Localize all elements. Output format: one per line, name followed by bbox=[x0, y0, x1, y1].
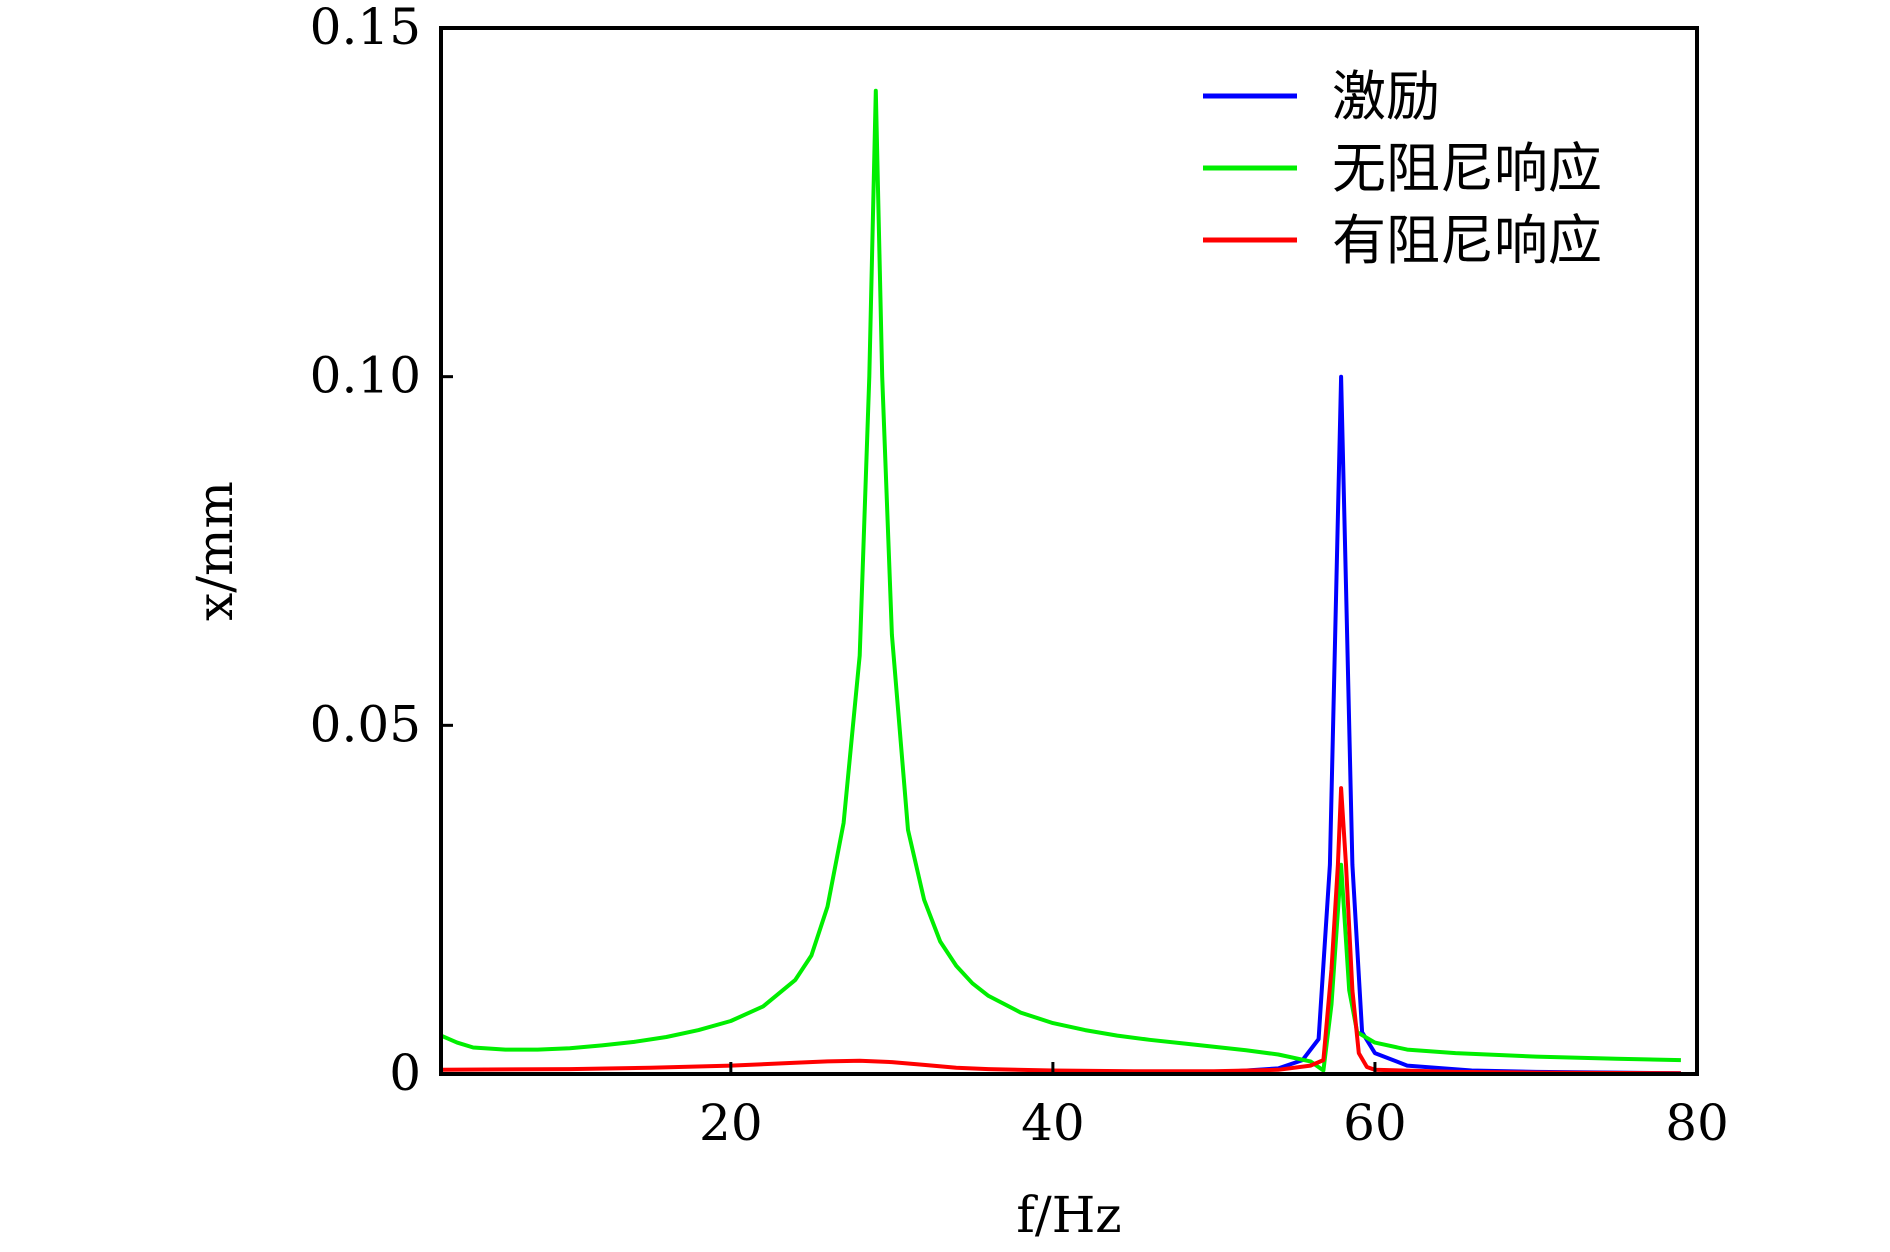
series-line-2 bbox=[441, 88, 1681, 1073]
x-tick-label: 20 bbox=[699, 1094, 763, 1152]
legend-label-3: 有阻尼响应 bbox=[1332, 209, 1602, 272]
y-tick-label: 0.15 bbox=[310, 0, 421, 56]
y-tick-label: 0.05 bbox=[310, 695, 421, 753]
y-axis-label: x/mm bbox=[186, 481, 244, 621]
series-line-1 bbox=[441, 374, 1681, 1074]
x-axis-label: f/Hz bbox=[1016, 1186, 1121, 1244]
ticks-layer: 20 40 60 80 0 0.05 0.10 0.15 bbox=[310, 0, 1729, 1152]
series-line-3 bbox=[441, 786, 1681, 1074]
y-tick-label: 0 bbox=[389, 1044, 421, 1102]
plot-frame bbox=[439, 26, 1699, 1076]
legend-label-1: 激励 bbox=[1332, 65, 1440, 128]
legend-label-2: 无阻尼响应 bbox=[1332, 137, 1602, 200]
x-tick-label: 80 bbox=[1665, 1094, 1729, 1152]
x-tick-label: 60 bbox=[1343, 1094, 1407, 1152]
y-tick-label: 0.10 bbox=[310, 347, 421, 405]
x-tick-label: 40 bbox=[1021, 1094, 1085, 1152]
